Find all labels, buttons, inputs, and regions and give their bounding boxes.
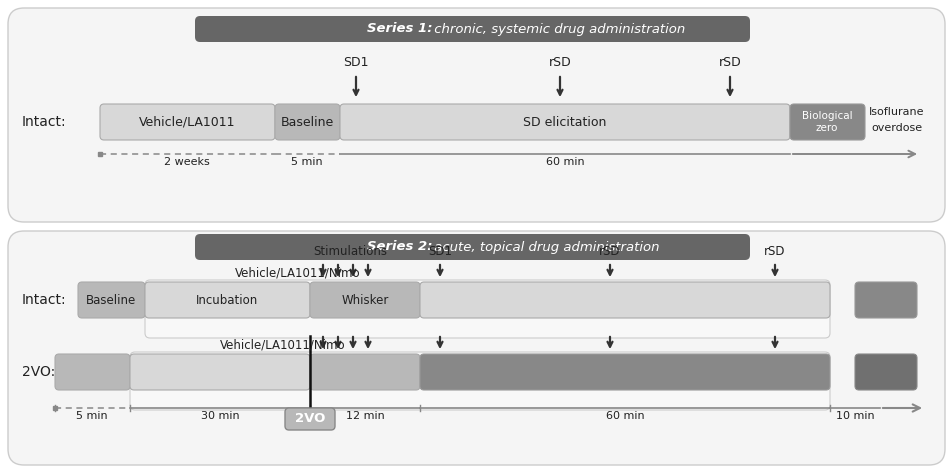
Text: SD1: SD1 (343, 56, 368, 69)
Text: Series 2:: Series 2: (367, 241, 432, 253)
Text: Baseline: Baseline (86, 293, 136, 306)
Text: rSD: rSD (599, 245, 620, 258)
FancyBboxPatch shape (145, 280, 829, 338)
FancyBboxPatch shape (309, 354, 420, 390)
FancyBboxPatch shape (420, 354, 829, 390)
Text: rSD: rSD (548, 56, 571, 69)
Text: SD1: SD1 (427, 245, 451, 258)
FancyBboxPatch shape (789, 104, 864, 140)
FancyBboxPatch shape (8, 231, 944, 465)
Text: Stimulations: Stimulations (312, 245, 387, 258)
Text: 2VO:: 2VO: (22, 365, 55, 379)
Text: 60 min: 60 min (545, 157, 584, 167)
Text: 12 min: 12 min (346, 411, 384, 421)
Text: Baseline: Baseline (280, 116, 333, 128)
Text: Series 1:: Series 1: (367, 23, 432, 36)
Text: Biological
zero: Biological zero (801, 111, 851, 133)
Text: 5 min: 5 min (76, 411, 108, 421)
Text: Vehicle/LA1011/Nimo: Vehicle/LA1011/Nimo (220, 339, 346, 352)
FancyBboxPatch shape (8, 8, 944, 222)
FancyBboxPatch shape (55, 354, 129, 390)
Text: 30 min: 30 min (201, 411, 239, 421)
FancyBboxPatch shape (129, 354, 309, 390)
Text: 2VO: 2VO (294, 413, 325, 425)
Text: overdose: overdose (870, 123, 922, 133)
FancyBboxPatch shape (145, 282, 309, 318)
Text: 60 min: 60 min (605, 411, 644, 421)
Text: Incubation: Incubation (196, 293, 258, 306)
Text: rSD: rSD (718, 56, 741, 69)
Text: Whisker: Whisker (341, 293, 388, 306)
Text: Intact:: Intact: (22, 293, 67, 307)
Text: acute, topical drug administration: acute, topical drug administration (429, 241, 659, 253)
Text: Vehicle/LA1011: Vehicle/LA1011 (139, 116, 235, 128)
FancyBboxPatch shape (340, 104, 789, 140)
Text: rSD: rSD (764, 245, 785, 258)
FancyBboxPatch shape (854, 282, 916, 318)
Text: Intact:: Intact: (22, 115, 67, 129)
FancyBboxPatch shape (854, 354, 916, 390)
FancyBboxPatch shape (420, 282, 829, 318)
FancyBboxPatch shape (285, 408, 335, 430)
FancyBboxPatch shape (129, 352, 829, 410)
FancyBboxPatch shape (195, 234, 749, 260)
FancyBboxPatch shape (78, 282, 145, 318)
FancyBboxPatch shape (309, 282, 420, 318)
Text: Isoflurane: Isoflurane (868, 107, 923, 117)
FancyBboxPatch shape (275, 104, 340, 140)
Text: SD elicitation: SD elicitation (523, 116, 606, 128)
FancyBboxPatch shape (100, 104, 275, 140)
Text: 10 min: 10 min (835, 411, 873, 421)
FancyBboxPatch shape (195, 16, 749, 42)
Text: 5 min: 5 min (291, 157, 323, 167)
Text: 2 weeks: 2 weeks (164, 157, 209, 167)
Text: Vehicle/LA1011/Nimo: Vehicle/LA1011/Nimo (235, 267, 360, 280)
Text: chronic, systemic drug administration: chronic, systemic drug administration (429, 23, 684, 36)
